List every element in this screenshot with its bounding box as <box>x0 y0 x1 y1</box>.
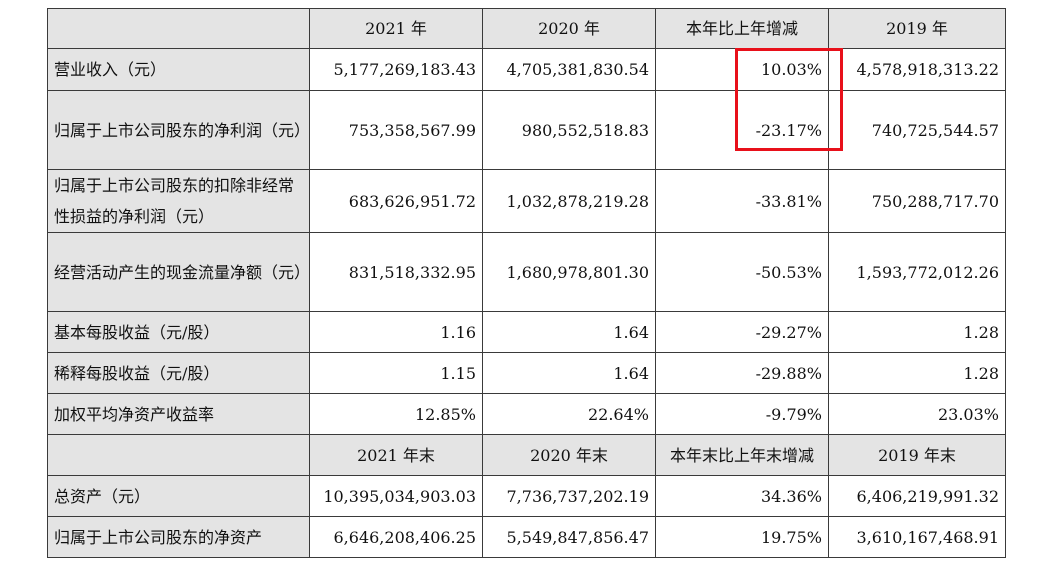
row-label: 稀释每股收益（元/股） <box>47 352 310 394</box>
value-2019: 4,578,918,313.22 <box>828 48 1006 91</box>
subheader-2021: 2021 年末 <box>309 434 483 476</box>
table-row: 基本每股收益（元/股） 1.16 1.64 -29.27% 1.28 <box>47 311 1006 353</box>
table-row: 稀释每股收益（元/股） 1.15 1.64 -29.88% 1.28 <box>47 352 1006 394</box>
value-2021: 10,395,034,903.03 <box>309 475 483 517</box>
value-2021: 1.16 <box>309 311 483 353</box>
value-2019: 3,610,167,468.91 <box>828 516 1006 558</box>
row-label: 经营活动产生的现金流量净额（元） <box>47 232 310 312</box>
value-change: 19.75% <box>655 516 829 558</box>
value-2020: 1,032,878,219.28 <box>482 169 656 233</box>
table-row: 营业收入（元） 5,177,269,183.43 4,705,381,830.5… <box>47 48 1006 91</box>
table-header-row: 2021 年 2020 年 本年比上年增减 2019 年 <box>47 8 1006 49</box>
value-2020: 4,705,381,830.54 <box>482 48 656 91</box>
value-2021: 753,358,567.99 <box>309 90 483 170</box>
value-2019: 1.28 <box>828 352 1006 394</box>
value-2021: 6,646,208,406.25 <box>309 516 483 558</box>
header-2019: 2019 年 <box>828 8 1006 49</box>
row-label: 加权平均净资产收益率 <box>47 393 310 435</box>
row-label: 基本每股收益（元/股） <box>47 311 310 353</box>
value-2019: 23.03% <box>828 393 1006 435</box>
table-row: 归属于上市公司股东的净利润（元） 753,358,567.99 980,552,… <box>47 90 1006 170</box>
table-row: 归属于上市公司股东的扣除非经常性损益的净利润（元） 683,626,951.72… <box>47 169 1006 233</box>
value-2021: 683,626,951.72 <box>309 169 483 233</box>
table-row: 加权平均净资产收益率 12.85% 22.64% -9.79% 23.03% <box>47 393 1006 435</box>
value-2019: 1,593,772,012.26 <box>828 232 1006 312</box>
header-2020: 2020 年 <box>482 8 656 49</box>
value-2020: 1.64 <box>482 352 656 394</box>
value-2019: 6,406,219,991.32 <box>828 475 1006 517</box>
value-change: -23.17% <box>655 90 829 170</box>
value-change: -29.88% <box>655 352 829 394</box>
subheader-2019: 2019 年末 <box>828 434 1006 476</box>
value-2020: 1.64 <box>482 311 656 353</box>
value-2021: 5,177,269,183.43 <box>309 48 483 91</box>
value-change: -50.53% <box>655 232 829 312</box>
value-change: -9.79% <box>655 393 829 435</box>
financial-summary-table: 2021 年 2020 年 本年比上年增减 2019 年 营业收入（元） 5,1… <box>47 8 1006 558</box>
table-subheader-row: 2021 年末 2020 年末 本年末比上年末增减 2019 年末 <box>47 434 1006 476</box>
value-2021: 12.85% <box>309 393 483 435</box>
value-2019: 750,288,717.70 <box>828 169 1006 233</box>
value-2021: 1.15 <box>309 352 483 394</box>
row-label: 营业收入（元） <box>47 48 310 91</box>
value-2020: 1,680,978,801.30 <box>482 232 656 312</box>
subheader-change: 本年末比上年末增减 <box>655 434 829 476</box>
table-row: 经营活动产生的现金流量净额（元） 831,518,332.95 1,680,97… <box>47 232 1006 312</box>
value-2020: 7,736,737,202.19 <box>482 475 656 517</box>
subheader-2020: 2020 年末 <box>482 434 656 476</box>
header-corner-cell <box>47 8 310 49</box>
row-label: 总资产（元） <box>47 475 310 517</box>
table-row: 总资产（元） 10,395,034,903.03 7,736,737,202.1… <box>47 475 1006 517</box>
value-2021: 831,518,332.95 <box>309 232 483 312</box>
header-change: 本年比上年增减 <box>655 8 829 49</box>
subheader-corner-cell <box>47 434 310 476</box>
value-2020: 5,549,847,856.47 <box>482 516 656 558</box>
value-2020: 22.64% <box>482 393 656 435</box>
table-row: 归属于上市公司股东的净资产 6,646,208,406.25 5,549,847… <box>47 516 1006 558</box>
value-change: -29.27% <box>655 311 829 353</box>
value-change: 34.36% <box>655 475 829 517</box>
header-2021: 2021 年 <box>309 8 483 49</box>
value-change: 10.03% <box>655 48 829 91</box>
row-label: 归属于上市公司股东的扣除非经常性损益的净利润（元） <box>47 169 310 233</box>
row-label: 归属于上市公司股东的净资产 <box>47 516 310 558</box>
value-2019: 1.28 <box>828 311 1006 353</box>
value-2020: 980,552,518.83 <box>482 90 656 170</box>
value-2019: 740,725,544.57 <box>828 90 1006 170</box>
value-change: -33.81% <box>655 169 829 233</box>
row-label: 归属于上市公司股东的净利润（元） <box>47 90 310 170</box>
